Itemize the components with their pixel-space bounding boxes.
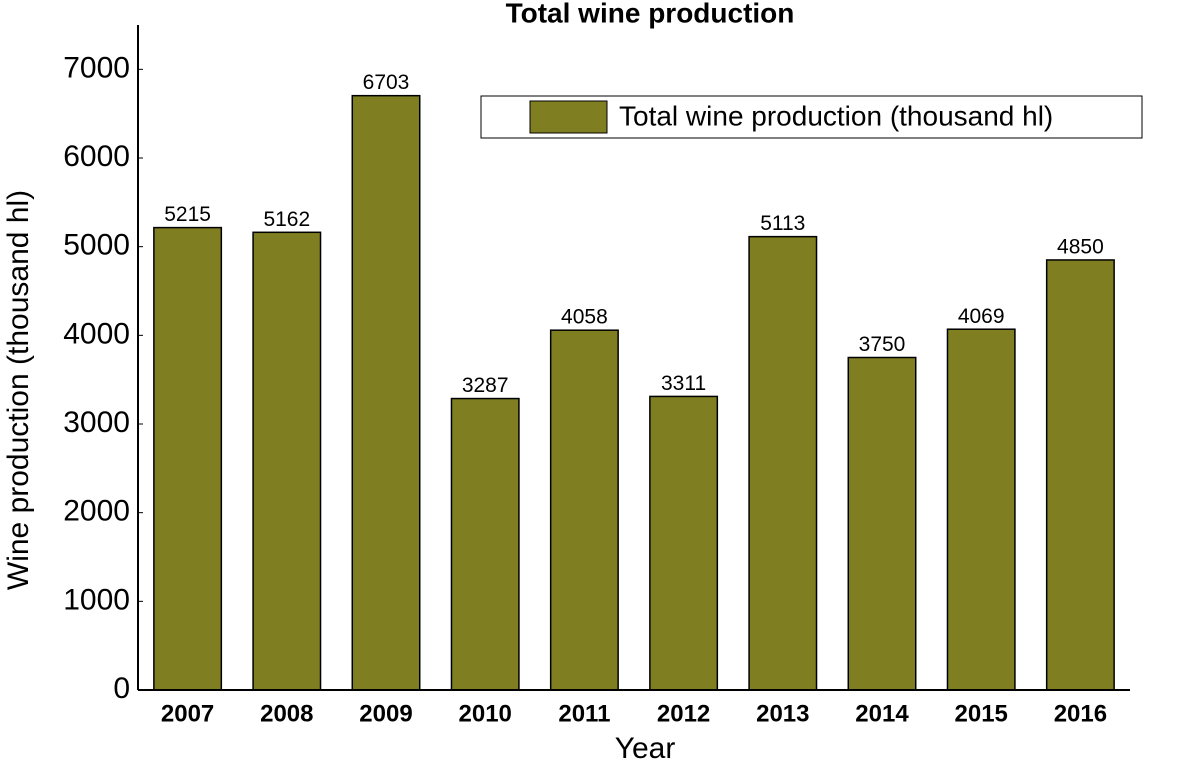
data-label: 5162 <box>263 208 310 231</box>
x-axis-label: Year <box>615 732 676 765</box>
bar <box>549 329 619 691</box>
y-tick-label: 6000 <box>63 140 130 173</box>
bar <box>351 94 421 691</box>
data-label: 3311 <box>661 372 706 395</box>
y-tick-label: 7000 <box>63 51 130 84</box>
x-tick-label: 2014 <box>855 700 909 727</box>
y-tick-label: 2000 <box>63 495 130 528</box>
x-tick-label: 2011 <box>558 700 610 727</box>
y-tick-label: 4000 <box>63 317 130 350</box>
x-tick-label: 2013 <box>756 700 809 727</box>
x-tick-label: 2009 <box>359 700 412 727</box>
x-tick-label: 2016 <box>1054 700 1107 727</box>
legend-swatch <box>529 100 608 134</box>
y-axis-label: Wine production (thousand hl) <box>2 190 35 590</box>
y-tick-label: 1000 <box>63 583 130 616</box>
data-label: 3287 <box>462 374 509 397</box>
x-tick-label: 2015 <box>955 700 1008 727</box>
data-label: 5215 <box>164 203 211 226</box>
bar <box>450 397 520 691</box>
data-label: 6703 <box>363 71 410 94</box>
data-label: 4058 <box>561 306 608 329</box>
bar <box>153 226 223 691</box>
legend-label: Total wine production (thousand hl) <box>619 100 1053 131</box>
x-tick-label: 2008 <box>260 700 313 727</box>
x-tick-label: 2007 <box>161 700 214 727</box>
y-tick-label: 0 <box>113 672 130 705</box>
bar <box>252 231 322 691</box>
data-label: 5113 <box>760 212 805 235</box>
bar <box>1045 259 1115 691</box>
bar <box>946 328 1016 691</box>
x-tick-label: 2010 <box>459 700 512 727</box>
bar <box>748 235 818 691</box>
data-label: 4069 <box>958 305 1005 328</box>
x-tick-label: 2012 <box>657 700 710 727</box>
data-label: 4850 <box>1057 236 1104 259</box>
data-label: 3750 <box>859 333 906 356</box>
y-tick-label: 5000 <box>63 229 130 262</box>
bar <box>649 395 719 691</box>
bar <box>847 356 917 691</box>
chart-title: Total wine production <box>506 0 795 28</box>
y-tick-label: 3000 <box>63 406 130 439</box>
